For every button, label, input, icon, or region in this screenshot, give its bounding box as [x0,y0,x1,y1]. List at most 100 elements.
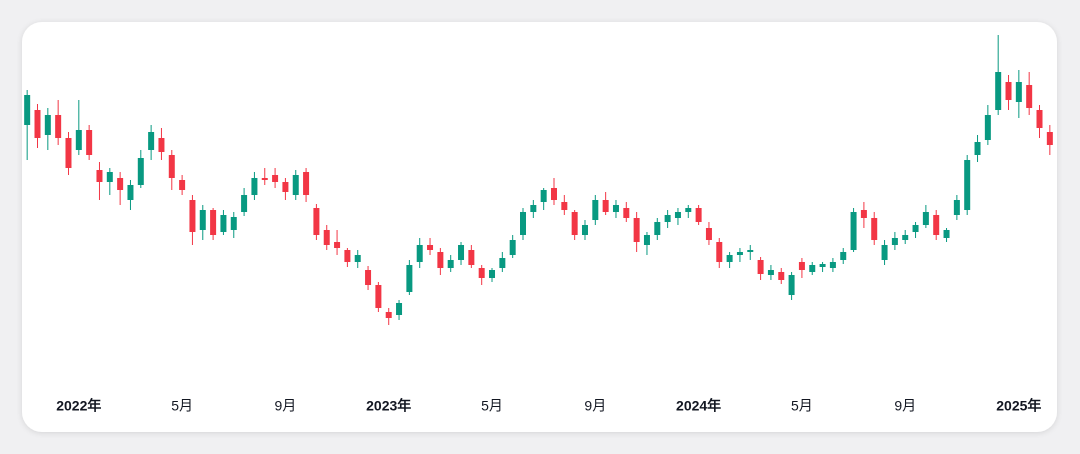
candle-body [747,250,754,252]
candle-body [313,208,320,235]
candle-body [716,242,723,262]
candle-body [354,255,361,262]
x-tick-label: 2024年 [676,398,721,414]
candle-body [840,252,847,260]
candle-body [272,175,279,182]
candle-body [34,110,41,138]
candle-body [292,175,299,195]
x-tick-label: 5月 [791,398,813,414]
candle-body [1026,85,1033,108]
candle-body [396,303,403,315]
candle-body [158,138,165,152]
candle-body [365,270,372,285]
candle-body [96,170,103,182]
candle-body [1036,110,1043,128]
candle-body [891,238,898,245]
candle-body [189,200,196,232]
candle-body [943,230,950,238]
x-tick-label: 9月 [584,398,606,414]
candle-body [871,218,878,240]
candle-body [427,245,434,250]
candle-body [75,130,82,150]
candle-body [117,178,124,190]
candle-body [65,138,72,168]
candle-body [798,262,805,270]
candle-body [334,242,341,248]
candle-body [179,180,186,190]
candle-body [736,252,743,255]
candle-body [602,200,609,212]
candle-body [819,264,826,267]
candle-body [550,188,557,200]
candle-body [933,215,940,235]
candle-body [829,262,836,268]
candle-body [499,258,506,268]
candle-body [974,142,981,155]
candle-body [1005,82,1012,100]
candle-body [964,160,971,210]
candle-body [912,225,919,232]
candle-body [55,115,62,138]
candle-body [902,235,909,240]
candle-body [540,190,547,202]
candle-body [44,115,51,135]
candle-body [984,115,991,140]
x-tick-label: 5月 [171,398,193,414]
candle-body [581,225,588,235]
candle-body [230,217,237,230]
candle-body [953,200,960,215]
candle-body [199,210,206,230]
candle-body [664,215,671,222]
candle-body [1046,132,1053,145]
candle-body [458,245,465,260]
candle-body [705,228,712,240]
candle-body [881,245,888,260]
candle-body [489,270,496,278]
candle-body [623,208,630,218]
candle-body [809,265,816,272]
candle-body [148,132,155,150]
candle-body [106,172,113,182]
candle-body [592,200,599,220]
x-tick-label: 9月 [894,398,916,414]
x-tick-label: 5月 [481,398,503,414]
candle-body [447,260,454,268]
candle-body [571,212,578,235]
candle-body [375,285,382,308]
candle-body [922,212,929,225]
candle-body [220,215,227,232]
candle-body [674,212,681,218]
candle-body [168,155,175,178]
candle-body [995,72,1002,110]
candle-body [1015,82,1022,102]
candle-body [530,205,537,212]
candle-body [323,230,330,245]
card [22,22,1057,432]
candle-body [561,202,568,210]
candle-body [509,240,516,255]
candle-body [468,250,475,265]
candle-body [210,210,217,235]
candle-body [282,182,289,192]
candle-body [127,185,134,200]
x-tick-label: 2022年 [56,398,101,414]
candle-body [757,260,764,274]
candle-body [86,130,93,155]
candle-body [24,95,31,125]
candle-body [612,205,619,212]
candle-body [726,255,733,262]
candle-body [303,172,310,195]
x-tick-label: 9月 [275,398,297,414]
candle-body [437,252,444,268]
x-tick-label: 2025年 [996,398,1041,414]
candle-body [406,265,413,292]
candle-body [520,212,527,235]
candle-body [654,222,661,235]
candle-body [788,275,795,295]
candle-body [643,235,650,245]
candle-body [241,195,248,212]
candle-body [685,208,692,212]
candle-body [385,312,392,318]
plot [24,35,1053,325]
